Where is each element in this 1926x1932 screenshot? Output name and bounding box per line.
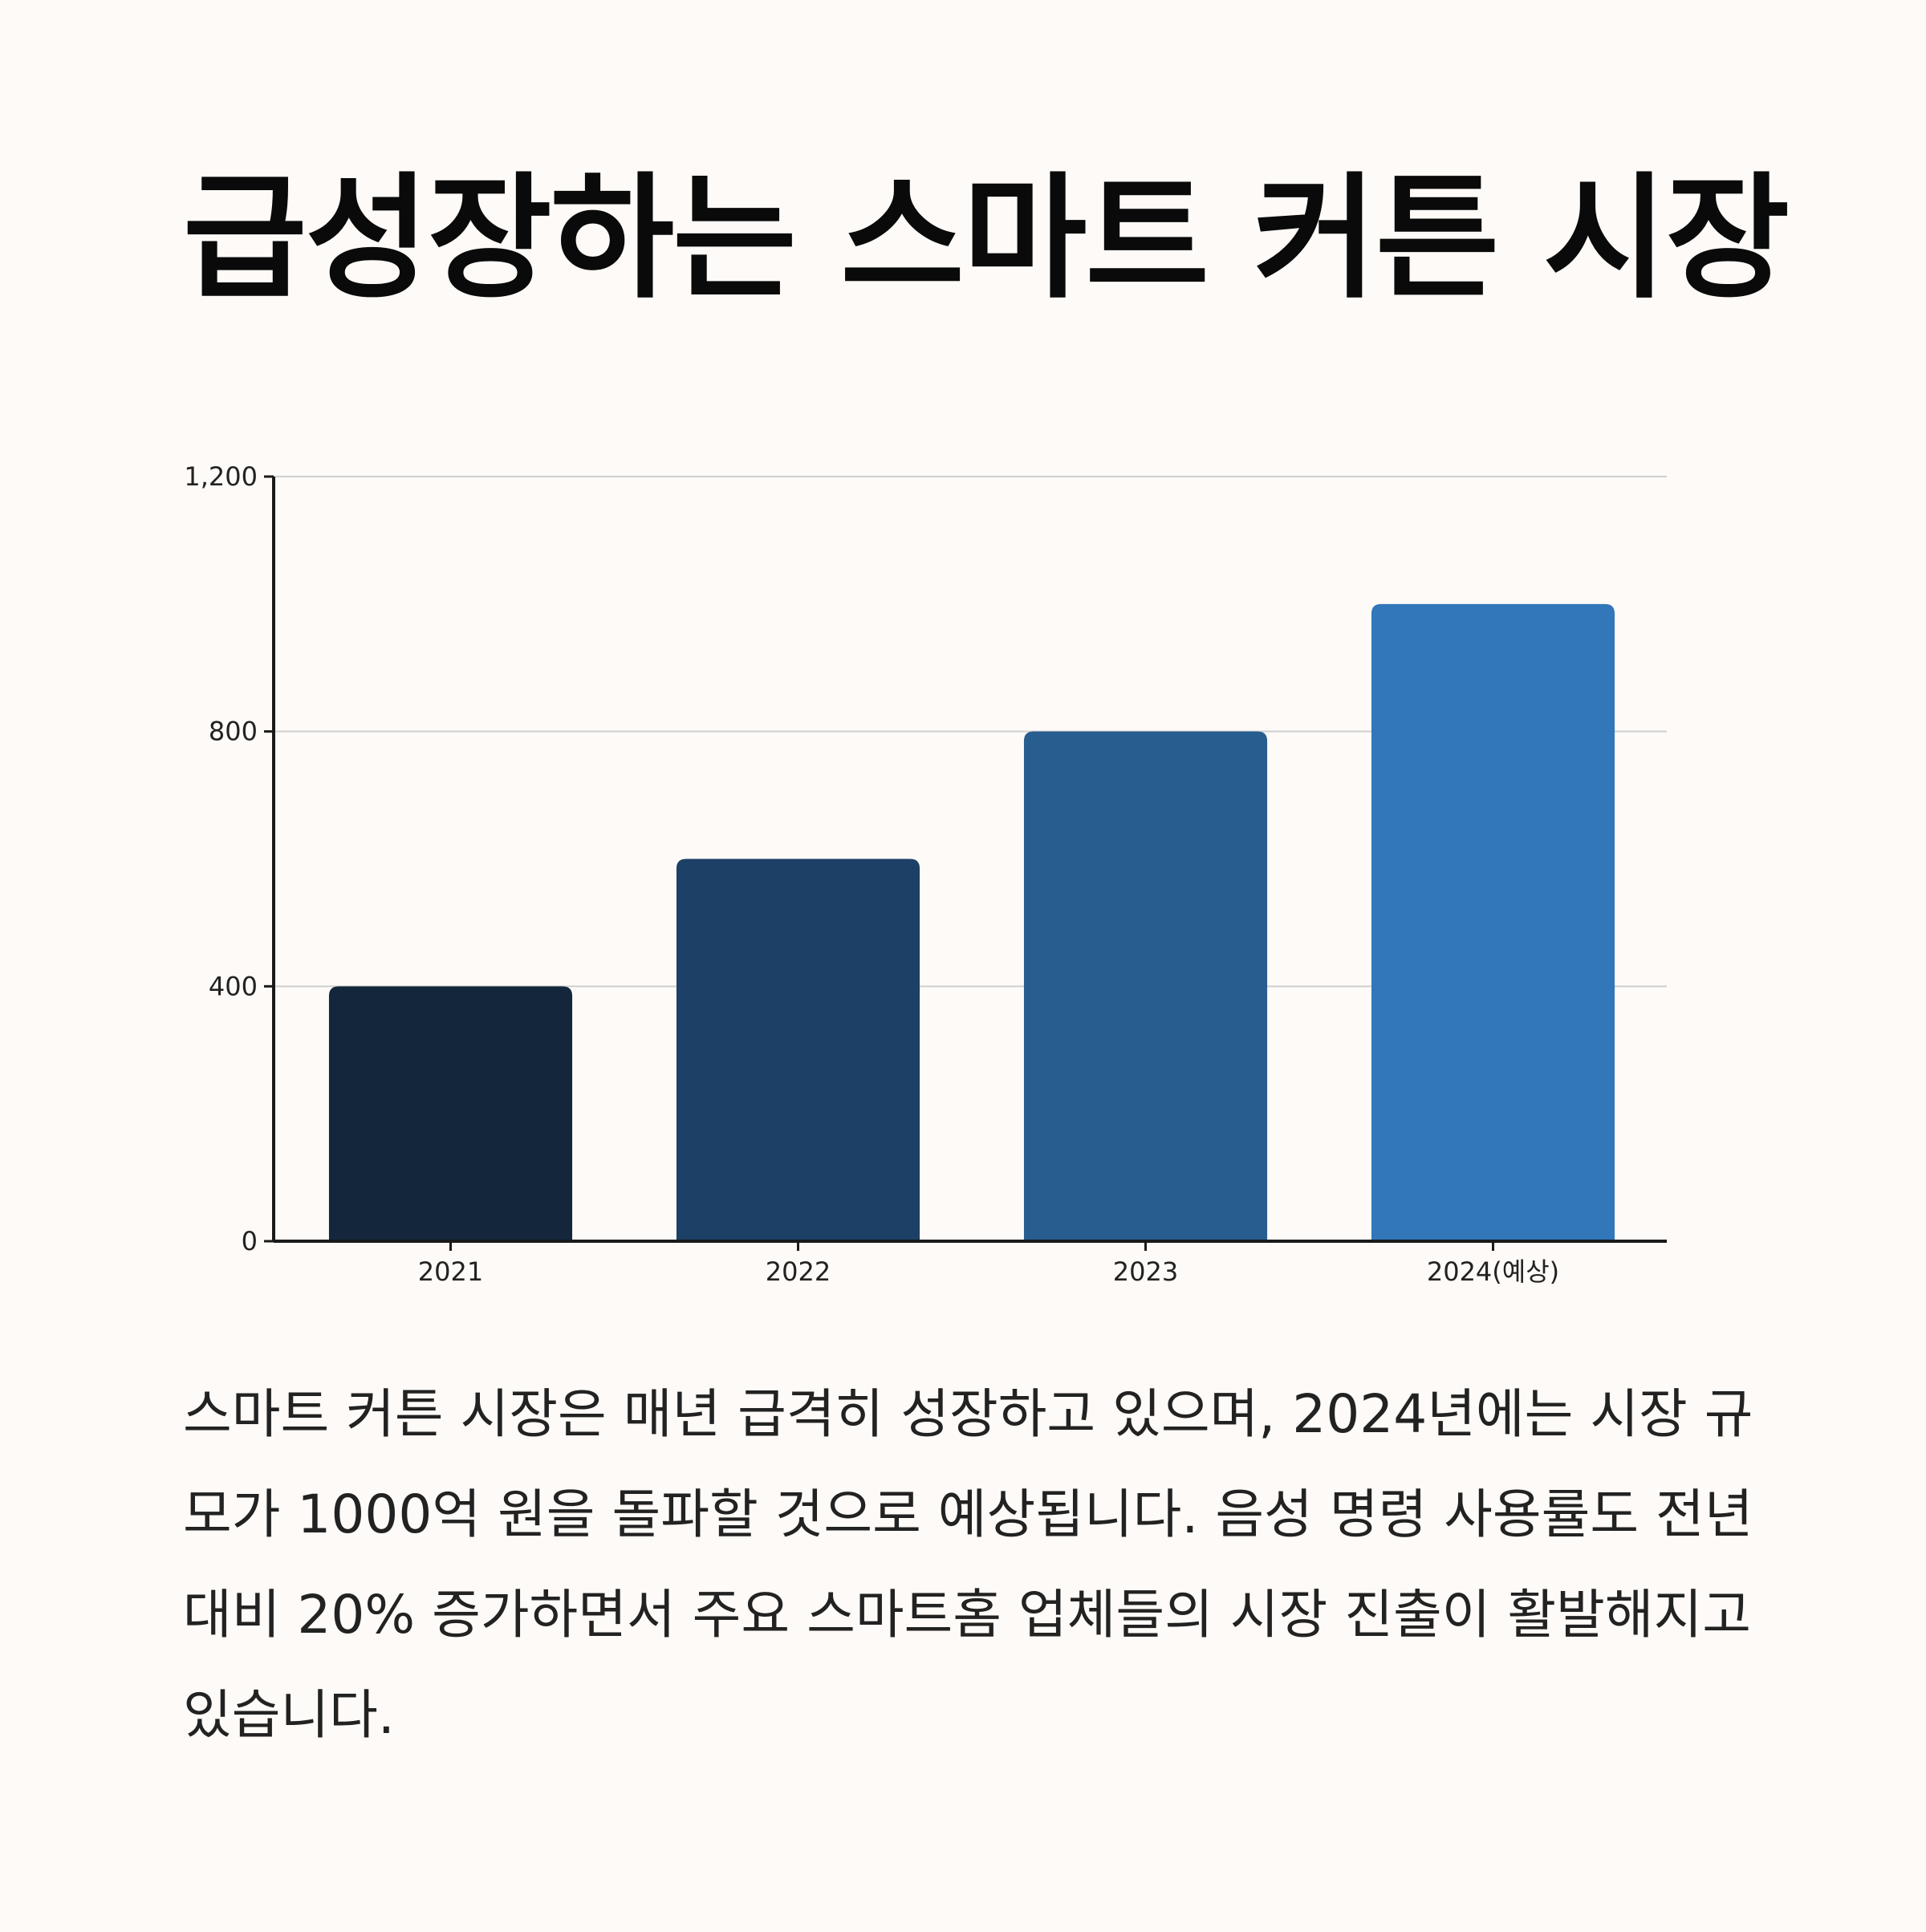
bar-0 [328, 986, 573, 1241]
axes [272, 477, 1667, 1243]
bar-1 [676, 858, 920, 1241]
bar-3 [1371, 603, 1615, 1241]
bar-2 [1023, 731, 1268, 1241]
x-tick-label: 2023 [1113, 1256, 1178, 1287]
y-tick-label: 0 [242, 1226, 258, 1256]
tick-labels: 0 400 800 1,200 2021 2022 2023 2024(예상) [184, 461, 1559, 1287]
y-tick-label: 1,200 [184, 461, 258, 492]
x-tick-label: 2021 [418, 1256, 483, 1287]
bars [328, 603, 1615, 1241]
y-tick-label: 400 [209, 971, 258, 1001]
x-tick-label: 2022 [766, 1256, 831, 1287]
chart-title: 급성장하는 스마트 커튼 시장 [183, 160, 1790, 317]
x-tick-label: 2024(예상) [1427, 1256, 1559, 1287]
description-text: 스마트 커튼 시장은 매년 급격히 성장하고 있으며, 2024년에는 시장 규… [183, 1383, 1753, 1746]
y-tick-label: 800 [209, 716, 258, 747]
